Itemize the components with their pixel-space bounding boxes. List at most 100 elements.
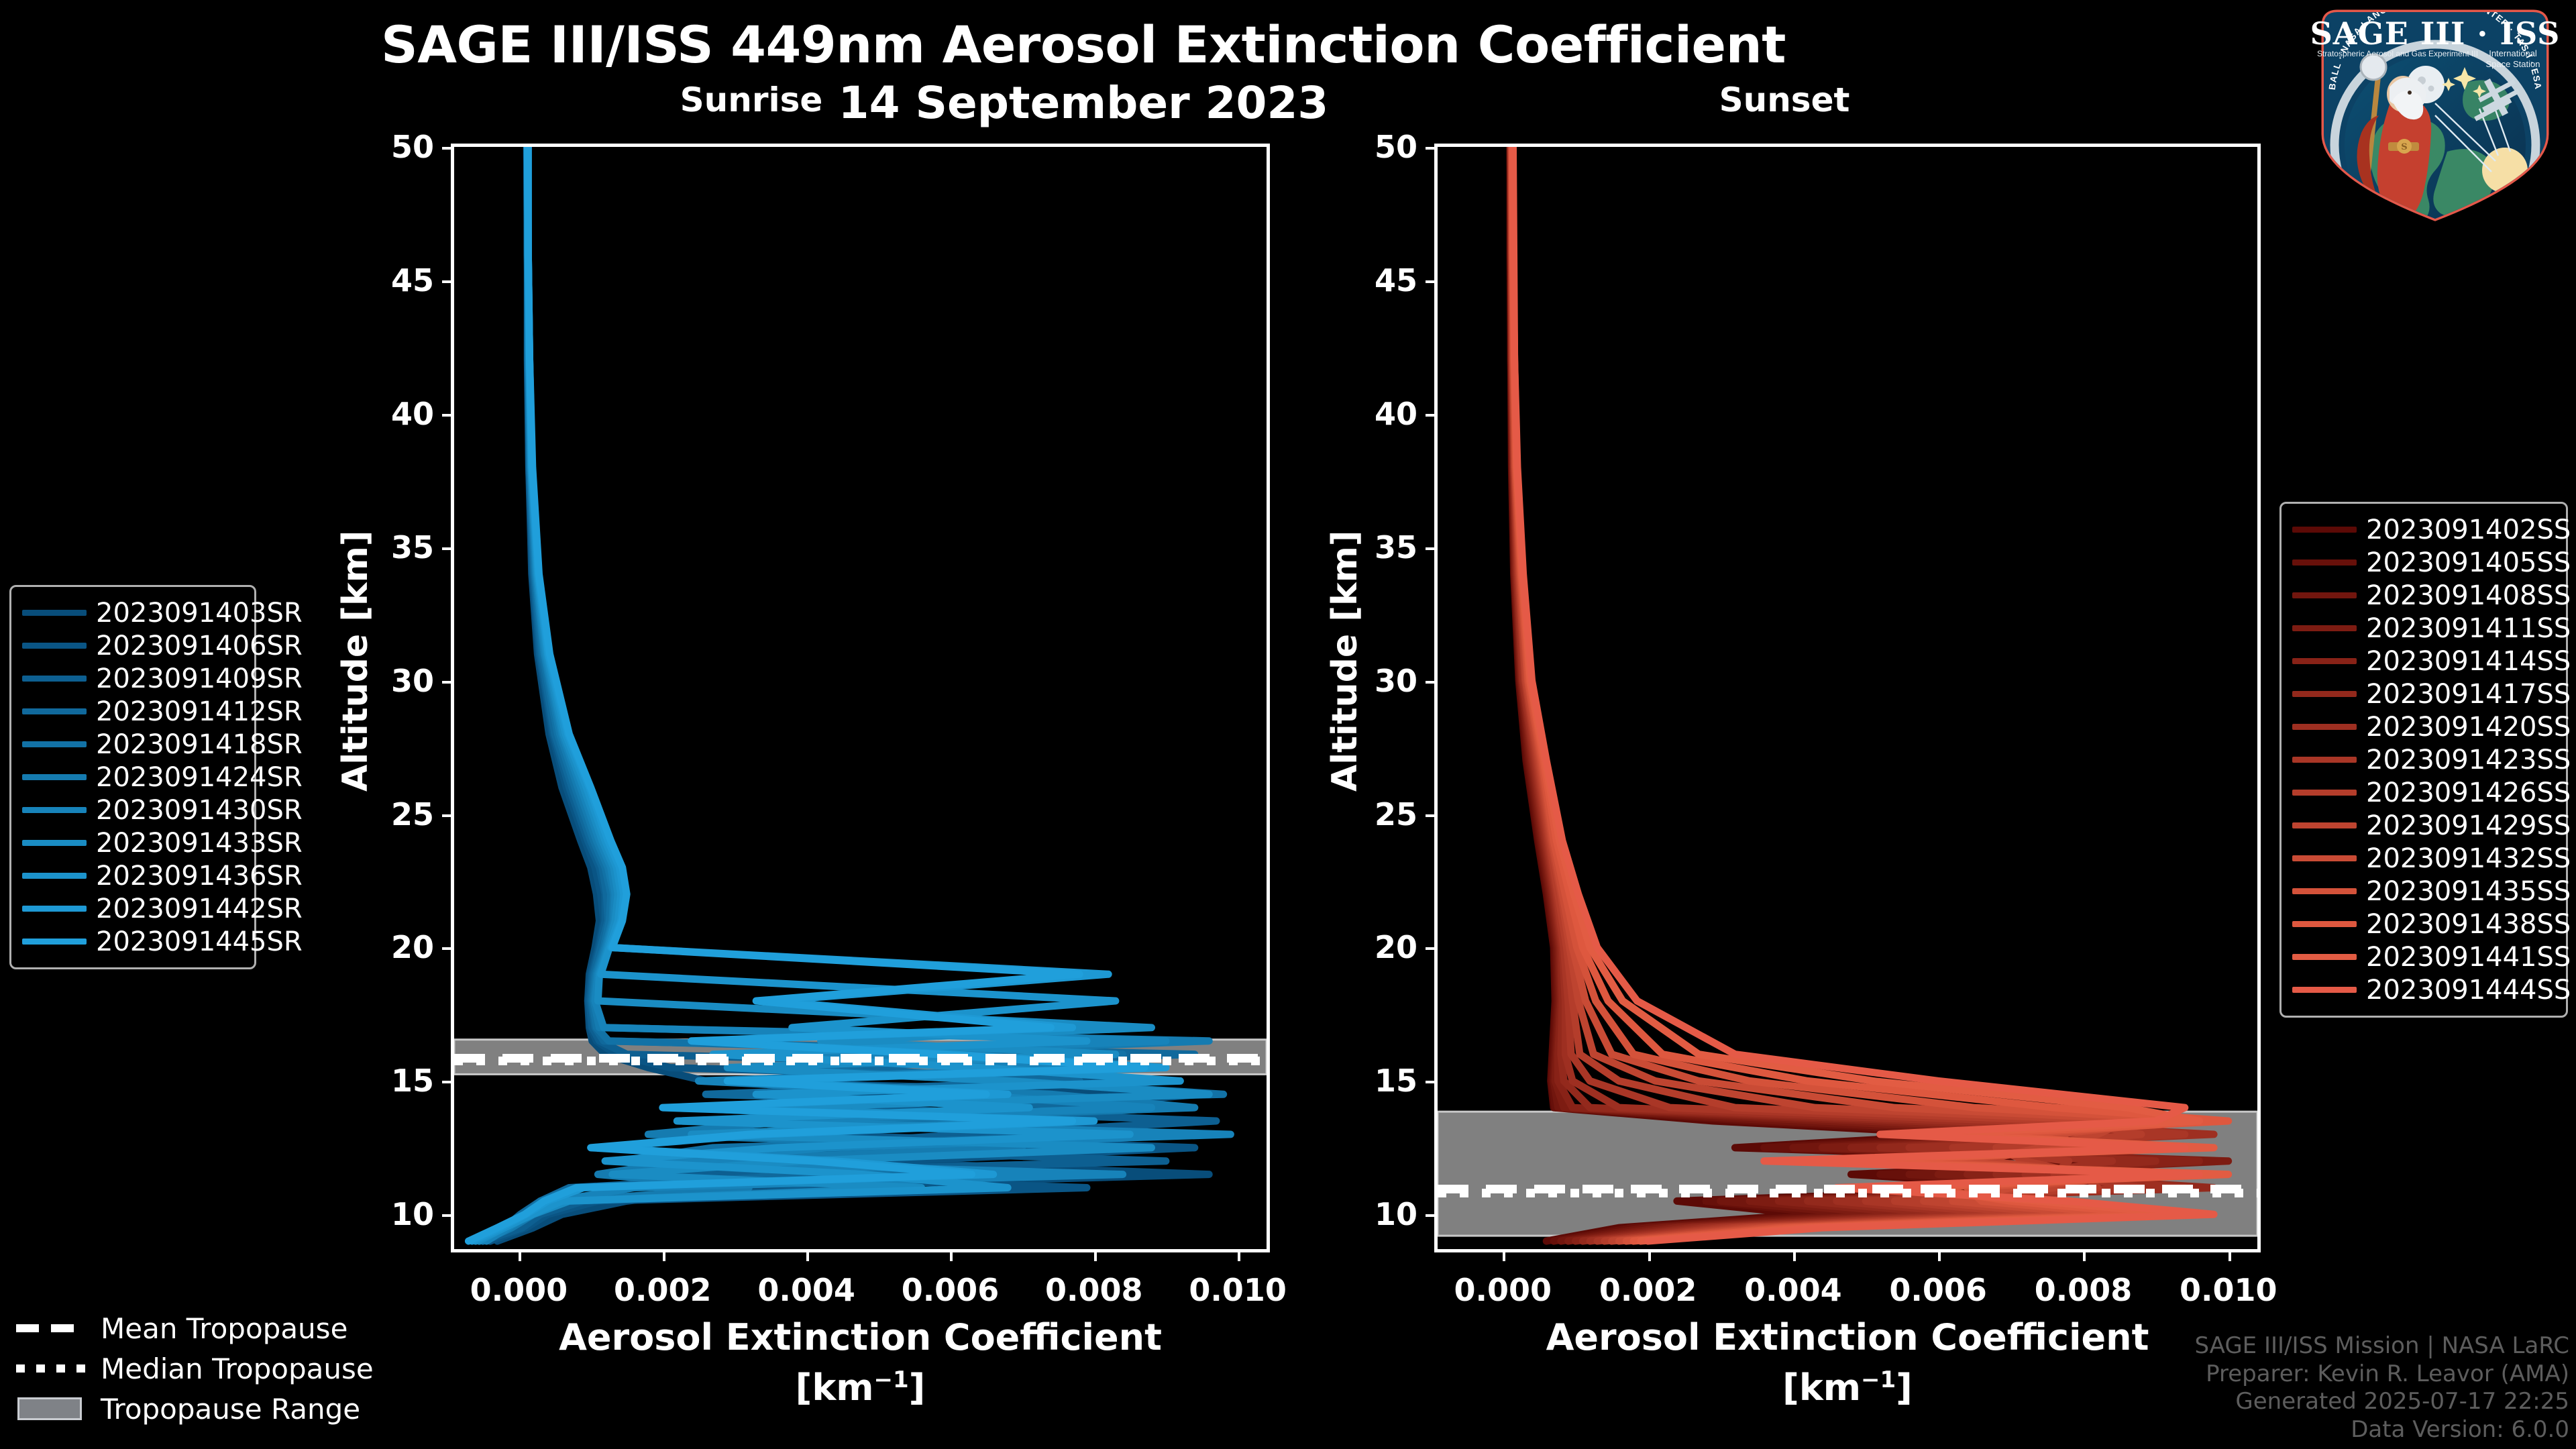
legend-item-mean-tropopause: Mean Tropopause [16,1308,365,1348]
legend-color-swatch [22,643,87,649]
x-axis-unit: [km−1] [795,1366,926,1409]
y-tick-label: 30 [390,662,434,699]
y-tick-label: 15 [1374,1063,1417,1099]
legend-color-swatch [2292,855,2357,861]
sunrise-legend-item[interactable]: 2023091436SR [22,859,303,892]
legend-item-label: 2023091403SR [96,597,303,629]
plot-canvas-sunrise [454,147,1267,1245]
plot-sunset: 10 15 20 25 30 35 40 45 50 0.000 0.002 0.004 0.006 0.… [1375,129,2277,1308]
credits-line-generated: Generated 2025-07-17 22:25 [2235,1388,2569,1415]
credits-line-version: Data Version: 6.0.0 [2351,1415,2569,1443]
sunrise-legend-item[interactable]: 2023091403SR [22,596,303,629]
sunset-legend-item[interactable]: 2023091432SS [2292,842,2571,875]
x-tick-label: 0.006 [901,1272,1000,1308]
legend-color-swatch [22,741,87,747]
sunrise-legend-item[interactable]: 2023091442SR [22,892,303,925]
credits-block: SAGE III/ISS Mission | NASA LaRC Prepare… [2194,1332,2569,1444]
legend-item-label: 2023091424SR [96,761,303,793]
y-tick-label: 45 [390,262,434,299]
y-tick-label: 25 [1374,796,1417,833]
y-tick [442,147,454,150]
sunset-legend-item[interactable]: 2023091402SS [2292,513,2571,546]
y-tick [1426,280,1438,283]
legend-color-swatch [22,708,87,714]
legend-color-swatch [22,873,87,879]
legend-color-swatch [22,774,87,780]
logo-subtitle-right-2: Space Station [2486,59,2540,69]
sunset-legend-item[interactable]: 2023091411SS [2292,612,2571,645]
legend-color-swatch [22,610,87,616]
x-tick-label: 0.002 [1599,1272,1697,1308]
profile-line [464,147,1148,1245]
sunrise-legend-item[interactable]: 2023091424SR [22,761,303,794]
legend-color-swatch [2292,658,2357,664]
sunset-legend-item[interactable]: 2023091441SS [2292,941,2571,973]
y-tick [442,814,454,817]
x-tick [1938,1249,1941,1261]
y-tick-label: 35 [390,529,434,566]
logo-subtitle-right-1: International [2489,48,2537,58]
x-tick [1238,1249,1241,1261]
x-tick [1792,1249,1796,1261]
x-axis-unit: [km−1] [1782,1366,1913,1409]
sunset-legend-item[interactable]: 2023091420SS [2292,710,2571,743]
page-subtitle-date: 14 September 2023 [838,77,1329,129]
x-tick-label: 0.002 [614,1272,712,1308]
plot-area-sunrise [454,147,1267,1249]
sunrise-legend-item[interactable]: 2023091418SR [22,728,303,761]
sunset-legend-item[interactable]: 2023091414SS [2292,645,2571,678]
legend-item-label: 2023091433SR [96,827,303,859]
sunset-legend-item[interactable]: 2023091426SS [2292,776,2571,809]
sunset-legend-item[interactable]: 2023091405SS [2292,546,2571,579]
legend-item-label: 2023091417SS [2366,678,2571,710]
legend-color-swatch [2292,954,2357,960]
y-tick [442,680,454,684]
credits-line-mission: SAGE III/ISS Mission | NASA LaRC [2194,1332,2569,1360]
y-tick [442,280,454,283]
legend-item-label: 2023091438SS [2366,908,2571,940]
sunset-legend-item[interactable]: 2023091417SS [2292,678,2571,710]
sunrise-legend-item[interactable]: 2023091406SR [22,629,303,662]
sunrise-legend-item[interactable]: 2023091409SR [22,662,303,695]
svg-text:S: S [2401,142,2407,152]
y-tick [442,947,454,951]
credits-line-preparer: Preparer: Kevin R. Leavor (AMA) [2206,1360,2569,1387]
y-tick-label: 50 [1374,129,1417,165]
legend-color-swatch [2292,691,2357,697]
y-tick [1426,947,1438,951]
y-tick-label: 45 [1374,262,1417,299]
sunset-legend-item[interactable]: 2023091408SS [2292,579,2571,612]
x-tick-label: 0.008 [2034,1272,2133,1308]
legend-item-label: 2023091436SR [96,860,303,892]
x-tick [1503,1249,1506,1261]
legend-sunrise[interactable]: 2023091403SR 2023091406SR 2023091409SR 2023… [9,585,303,969]
sunset-legend-item[interactable]: 2023091438SS [2292,908,2571,941]
y-tick-label: 50 [390,129,434,165]
legend-color-swatch [22,938,87,945]
profile-line [1507,147,2131,1245]
y-tick-label: 35 [1374,529,1417,566]
x-tick [1648,1249,1651,1261]
sunset-legend-item[interactable]: 2023091444SS [2292,973,2571,1006]
y-tick [1426,147,1438,150]
x-tick [519,1249,522,1261]
sunrise-legend-item[interactable]: 2023091433SR [22,826,303,859]
legend-item-label: 2023091442SR [96,893,303,924]
legend-sunset[interactable]: 2023091402SS 2023091405SS 2023091408SS 2023… [2279,502,2571,1018]
sunrise-legend-item[interactable]: 2023091430SR [22,794,303,826]
x-tick-label: 0.008 [1045,1272,1143,1308]
sunrise-legend-item[interactable]: 2023091445SR [22,925,303,958]
legend-color-swatch [2292,527,2357,533]
y-tick [442,1081,454,1084]
plot-canvas-sunset [1438,147,2257,1245]
sunset-legend-item[interactable]: 2023091429SS [2292,809,2571,842]
x-tick-label: 0.000 [1454,1272,1552,1308]
legend-item-median-tropopause: Median Tropopause [16,1348,374,1389]
sunset-legend-item[interactable]: 2023091435SS [2292,875,2571,908]
profile-line [1509,147,2233,1245]
legend-label-median: Median Tropopause [101,1352,374,1385]
x-tick-label: 0.010 [2179,1272,2277,1308]
sunset-legend-item[interactable]: 2023091423SS [2292,743,2571,776]
panel-title-sunrise: Sunrise [680,80,823,119]
sunrise-legend-item[interactable]: 2023091412SR [22,695,303,728]
